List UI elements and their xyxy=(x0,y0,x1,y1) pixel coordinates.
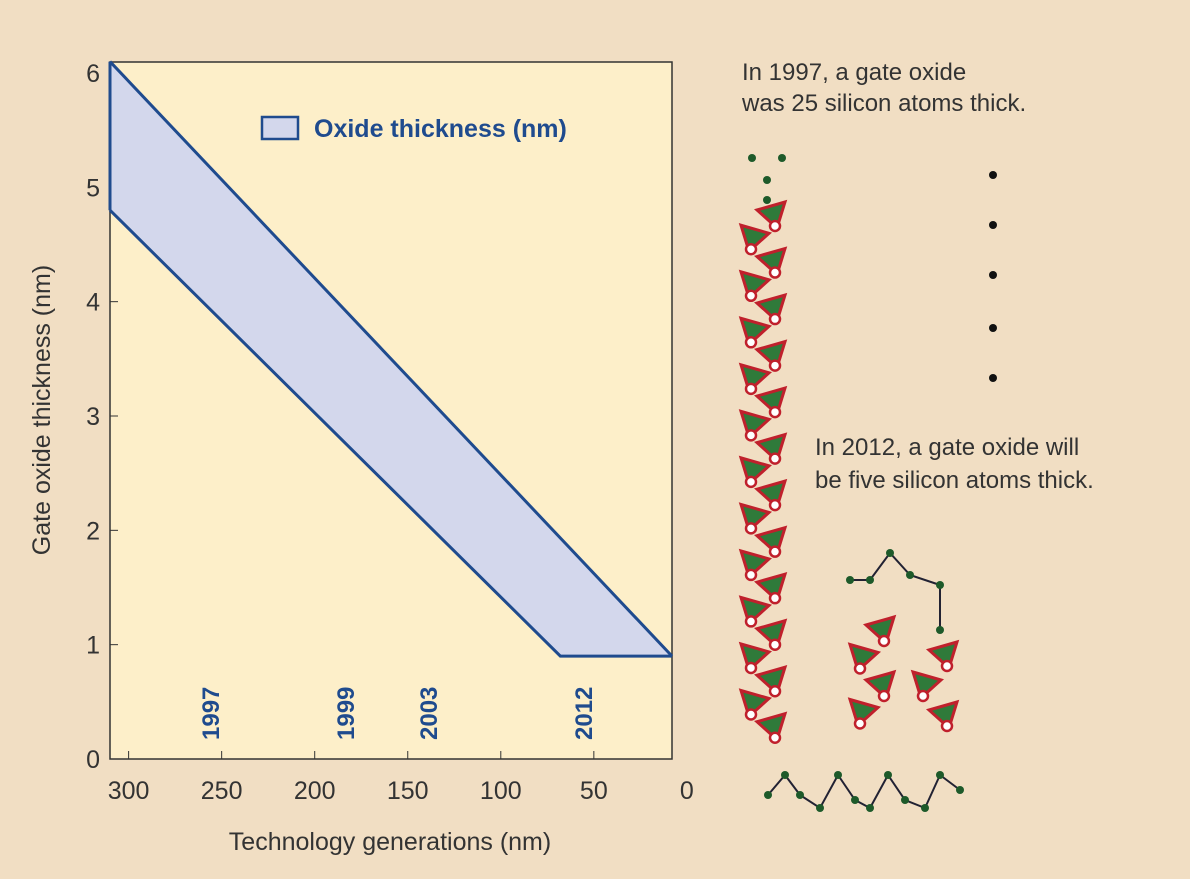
oxygen-atom xyxy=(770,454,780,464)
oxygen-atom xyxy=(746,430,756,440)
oxygen-atom xyxy=(746,384,756,394)
silicon-atom xyxy=(763,176,771,184)
note: be five silicon atoms thick. xyxy=(815,467,1094,494)
note: In 1997, a gate oxide xyxy=(742,59,966,86)
oxygen-atom xyxy=(746,709,756,719)
oxygen-atom xyxy=(879,636,889,646)
oxygen-atom xyxy=(770,686,780,696)
oxygen-atom xyxy=(855,664,865,674)
chart: Technology generations (nm) Gate oxide t… xyxy=(0,0,1190,874)
y-tick-label: 5 xyxy=(86,174,100,202)
x-axis-label: Technology generations (nm) xyxy=(229,828,551,856)
silicon-atom xyxy=(936,626,944,634)
note: was 25 silicon atoms thick. xyxy=(741,90,1026,117)
oxygen-atom xyxy=(770,640,780,650)
bond-chain xyxy=(768,775,960,808)
oxygen-atom xyxy=(770,547,780,557)
x-tick-label: 100 xyxy=(480,777,522,805)
y-tick-label: 2 xyxy=(86,517,100,545)
silicon-atom xyxy=(816,804,824,812)
oxygen-atom xyxy=(855,719,865,729)
oxygen-atom xyxy=(770,407,780,417)
year-label: 2012 xyxy=(571,687,598,740)
y-tick-label: 6 xyxy=(86,60,100,88)
oxygen-atom xyxy=(770,733,780,743)
silicon-atom xyxy=(936,771,944,779)
silicon-atom xyxy=(834,771,842,779)
oxygen-atom xyxy=(770,268,780,278)
oxygen-atom xyxy=(770,593,780,603)
oxygen-atom xyxy=(770,361,780,371)
x-tick-label: 50 xyxy=(580,777,608,805)
oxygen-atom xyxy=(770,500,780,510)
x-tick-label: 250 xyxy=(201,777,243,805)
silicon-atom xyxy=(884,771,892,779)
oxygen-atom xyxy=(918,691,928,701)
silicon-atom xyxy=(866,576,874,584)
silicon-atom xyxy=(781,771,789,779)
silicon-atom xyxy=(748,154,756,162)
y-tick-label: 3 xyxy=(86,403,100,431)
y-axis-label: Gate oxide thickness (nm) xyxy=(28,265,56,555)
y-tick-label: 1 xyxy=(86,632,100,660)
y-tick-label: 4 xyxy=(86,289,100,317)
oxygen-atom xyxy=(746,523,756,533)
silicon-atom xyxy=(886,549,894,557)
oxygen-atom xyxy=(879,691,889,701)
silicon-atom xyxy=(846,576,854,584)
x-tick-label: 150 xyxy=(387,777,429,805)
note: In 2012, a gate oxide will xyxy=(815,434,1079,461)
x-tick-label: 0 xyxy=(680,777,694,805)
legend-label: Oxide thickness (nm) xyxy=(314,115,567,143)
silicon-atom xyxy=(763,196,771,204)
silicon-atom xyxy=(778,154,786,162)
oxygen-atom xyxy=(746,663,756,673)
silicon-atom xyxy=(764,791,772,799)
silicon-atom xyxy=(866,804,874,812)
year-label: 2003 xyxy=(416,687,443,740)
oxygen-atom xyxy=(746,616,756,626)
silicon-atom xyxy=(851,796,859,804)
legend-swatch xyxy=(262,117,298,139)
silicon-atom xyxy=(956,786,964,794)
oxygen-atom xyxy=(746,337,756,347)
oxygen-atom xyxy=(942,721,952,731)
oxygen-atom xyxy=(746,244,756,254)
y-tick-label: 0 xyxy=(86,746,100,774)
year-label: 1999 xyxy=(333,687,360,740)
ellipsis-dots xyxy=(989,171,997,382)
oxygen-atom xyxy=(942,661,952,671)
x-tick-label: 300 xyxy=(108,777,150,805)
oxygen-atom xyxy=(770,221,780,231)
oxygen-atom xyxy=(746,291,756,301)
oxygen-atom xyxy=(770,314,780,324)
oxygen-atom xyxy=(746,570,756,580)
silicon-atom xyxy=(796,791,804,799)
silicon-atom xyxy=(901,796,909,804)
year-label: 1997 xyxy=(198,687,225,740)
x-tick-label: 200 xyxy=(294,777,336,805)
silicon-atom xyxy=(906,571,914,579)
silicon-atom xyxy=(936,581,944,589)
oxygen-atom xyxy=(746,477,756,487)
silicon-atom xyxy=(921,804,929,812)
